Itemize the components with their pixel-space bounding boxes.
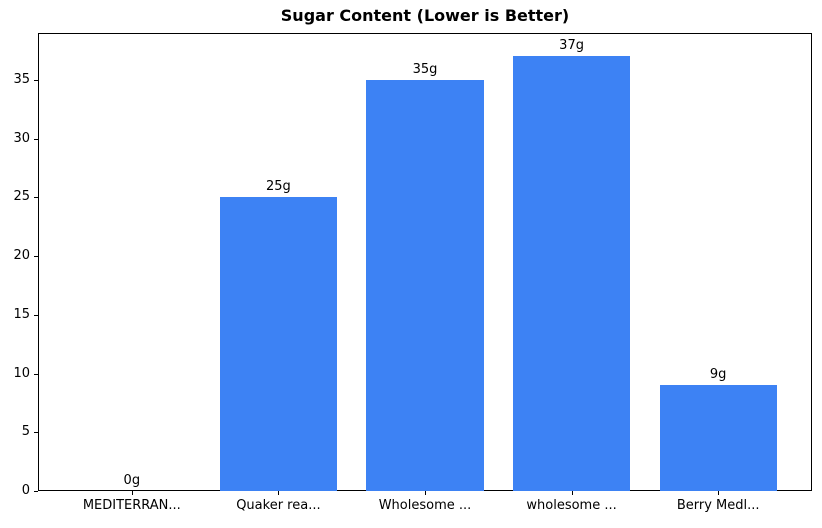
x-tick-mark bbox=[278, 491, 280, 495]
x-tick-mark bbox=[131, 491, 133, 495]
y-tick-mark bbox=[34, 491, 38, 492]
bar-value-label: 37g bbox=[559, 38, 584, 54]
bar-value-label: 0g bbox=[123, 473, 141, 488]
y-tick-mark bbox=[34, 138, 38, 140]
bar-value-label: 25g bbox=[266, 179, 291, 195]
y-tick-mark bbox=[34, 197, 38, 199]
y-tick-mark bbox=[34, 256, 38, 258]
chart-title: Sugar Content (Lower is Better) bbox=[280, 6, 570, 25]
y-tick-label: 5 bbox=[21, 424, 30, 440]
y-tick-label: 25 bbox=[13, 189, 30, 205]
y-tick-label: 30 bbox=[13, 130, 30, 146]
y-tick-label: 35 bbox=[13, 71, 30, 87]
y-tick-label: 0 bbox=[21, 483, 30, 498]
bar bbox=[366, 79, 484, 491]
y-tick-mark bbox=[34, 79, 38, 81]
bar bbox=[512, 56, 631, 491]
x-tick-label: Berry Medl... bbox=[676, 498, 760, 513]
y-tick-mark bbox=[34, 432, 38, 434]
x-tick-mark bbox=[718, 491, 720, 495]
x-tick-label: Wholesome ... bbox=[378, 498, 472, 513]
y-tick-label: 20 bbox=[13, 248, 30, 264]
bar bbox=[659, 385, 777, 491]
x-tick-label: MEDITERRAN... bbox=[82, 498, 181, 513]
y-tick-mark bbox=[34, 373, 38, 375]
y-tick-label: 15 bbox=[13, 306, 30, 322]
y-tick-label: 10 bbox=[13, 365, 30, 381]
x-tick-label: wholesome ... bbox=[526, 498, 617, 513]
x-tick-mark bbox=[571, 491, 573, 495]
bar-value-label: 35g bbox=[412, 61, 438, 77]
y-tick-mark bbox=[34, 314, 38, 316]
bar-value-label: 9g bbox=[709, 367, 727, 383]
x-tick-mark bbox=[425, 491, 426, 495]
bar bbox=[219, 197, 338, 491]
x-tick-label: Quaker rea... bbox=[236, 498, 321, 513]
